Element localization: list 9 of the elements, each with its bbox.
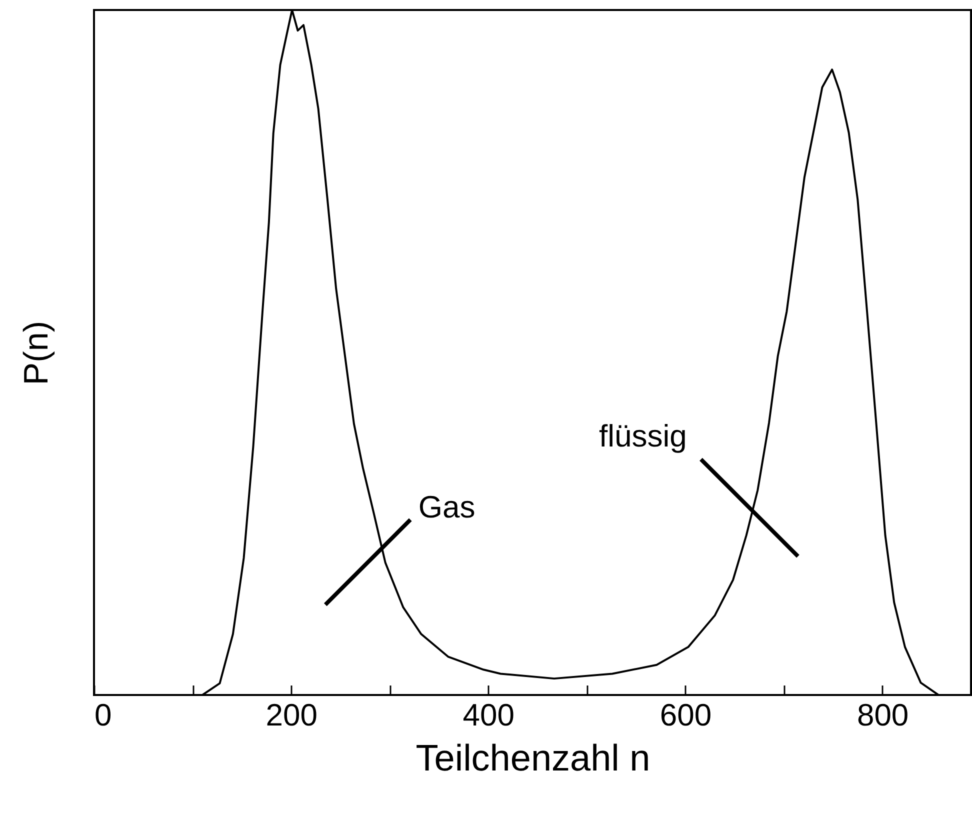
annotation: flüssig: [599, 418, 687, 454]
x-tick-label: 200: [266, 698, 318, 732]
annotation: Gas: [418, 490, 476, 525]
x-tick-label: 600: [660, 698, 712, 732]
x-tick-label: 800: [856, 698, 909, 732]
y-axis-title: P(n): [18, 320, 56, 386]
x-axis-title: Teilchenzahl n: [416, 738, 650, 778]
x-tick-label: 400: [462, 698, 515, 732]
x-tick-label: 0: [94, 698, 112, 732]
